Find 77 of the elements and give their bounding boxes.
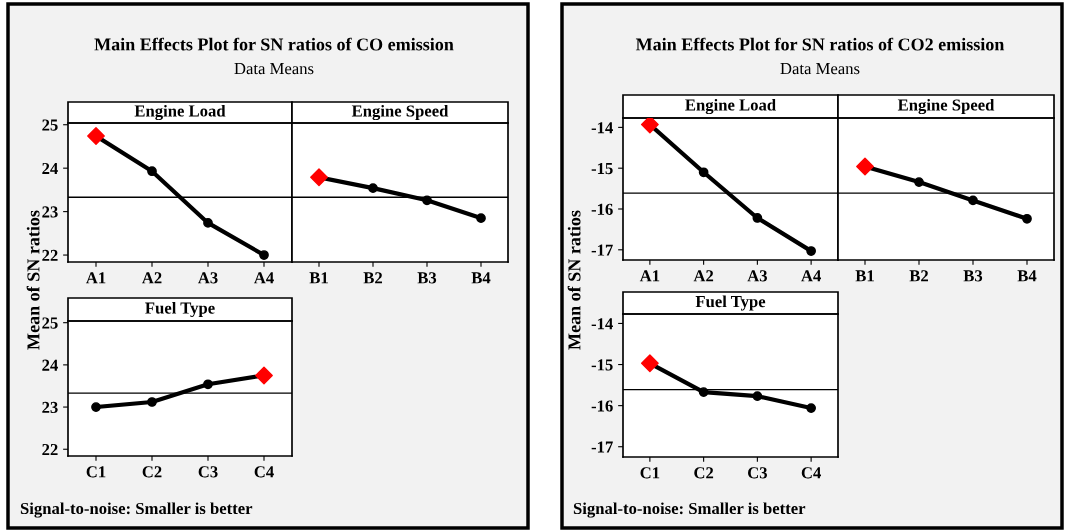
text: Main Effects Plot for SN ratios of CO2 emission bbox=[635, 37, 1005, 51]
y-tick-label: -16 bbox=[591, 400, 613, 412]
y-tick-label: -15 bbox=[591, 162, 613, 175]
point bbox=[640, 118, 659, 134]
y-tick-label: 24 bbox=[42, 162, 58, 174]
x-tick-label: B4 bbox=[471, 272, 491, 284]
x-tick-label: A1 bbox=[639, 270, 660, 282]
point bbox=[806, 403, 816, 413]
chart-title: Engine Load bbox=[134, 104, 226, 121]
point bbox=[968, 195, 978, 206]
point bbox=[752, 213, 763, 223]
y-tick-label: 25 bbox=[42, 119, 58, 131]
x-tick-label: C3 bbox=[198, 466, 218, 478]
x-tick-label: B4 bbox=[1017, 270, 1037, 282]
x-tick-label: B1 bbox=[855, 270, 874, 282]
y-tick-label: 22 bbox=[42, 444, 58, 456]
x-tick-label: B3 bbox=[417, 272, 437, 284]
chart-title: Engine Speed bbox=[897, 98, 995, 115]
x-tick-label: C1 bbox=[86, 466, 106, 478]
point bbox=[806, 246, 816, 256]
x-tick-label: C2 bbox=[142, 466, 162, 478]
y-tick-label: 25 bbox=[42, 317, 58, 329]
x-tick-label: C2 bbox=[694, 467, 714, 479]
point bbox=[259, 250, 269, 260]
x-tick-label: A1 bbox=[85, 272, 106, 284]
point bbox=[476, 213, 486, 223]
point bbox=[640, 354, 659, 373]
x-tick-label: C3 bbox=[748, 467, 767, 479]
point bbox=[368, 183, 378, 194]
text: Main Effects Plot for SN ratios of CO emission bbox=[94, 37, 454, 51]
x-tick-label: B1 bbox=[309, 272, 328, 284]
text: Signal-to-noise: Smaller is better bbox=[573, 502, 806, 518]
point bbox=[87, 127, 105, 145]
y-tick-label: 24 bbox=[42, 359, 58, 371]
point bbox=[914, 177, 924, 187]
point bbox=[147, 166, 157, 177]
point bbox=[91, 402, 101, 412]
y-tick-label: -15 bbox=[591, 359, 613, 371]
chart-title: Engine Load bbox=[685, 98, 776, 115]
y-axis-title: Mean of SN ratios bbox=[567, 210, 581, 350]
x-tick-label: B2 bbox=[363, 272, 383, 284]
point bbox=[698, 167, 709, 178]
point bbox=[310, 168, 328, 187]
x-tick-label: A4 bbox=[253, 272, 274, 284]
point bbox=[422, 195, 432, 206]
x-tick-label: C1 bbox=[640, 467, 660, 479]
text: Data Means bbox=[234, 63, 314, 75]
point bbox=[1022, 213, 1032, 224]
y-tick-label: 23 bbox=[42, 401, 58, 414]
point bbox=[203, 218, 213, 228]
y-tick-label: -16 bbox=[591, 203, 613, 215]
x-tick-label: C4 bbox=[801, 467, 821, 479]
point bbox=[698, 387, 709, 397]
y-tick-label: 22 bbox=[42, 249, 58, 261]
point bbox=[147, 397, 157, 407]
y-tick-label: -17 bbox=[591, 244, 613, 256]
x-tick-label: A4 bbox=[801, 270, 821, 282]
point bbox=[856, 157, 874, 176]
y-axis-title: Mean of SN ratios bbox=[26, 210, 40, 350]
chart-title: Fuel Type bbox=[145, 301, 215, 318]
point bbox=[752, 391, 763, 402]
chart-title: Fuel Type bbox=[695, 295, 766, 311]
y-tick-label: 23 bbox=[42, 206, 58, 218]
x-tick-label: B3 bbox=[963, 270, 983, 282]
x-tick-label: C4 bbox=[254, 466, 274, 478]
x-tick-label: A3 bbox=[197, 272, 218, 284]
x-tick-label: B2 bbox=[909, 270, 929, 282]
point bbox=[203, 379, 213, 390]
text: Signal-to-noise: Smaller is better bbox=[20, 502, 253, 518]
text: Data Means bbox=[780, 63, 860, 75]
chart-title: Engine Speed bbox=[351, 104, 449, 121]
y-tick-label: -14 bbox=[591, 122, 613, 134]
y-tick-label: -17 bbox=[591, 441, 613, 453]
y-tick-label: -14 bbox=[591, 318, 613, 330]
x-tick-label: A3 bbox=[747, 270, 767, 282]
x-tick-label: A2 bbox=[693, 270, 714, 282]
x-tick-label: A2 bbox=[141, 272, 162, 284]
